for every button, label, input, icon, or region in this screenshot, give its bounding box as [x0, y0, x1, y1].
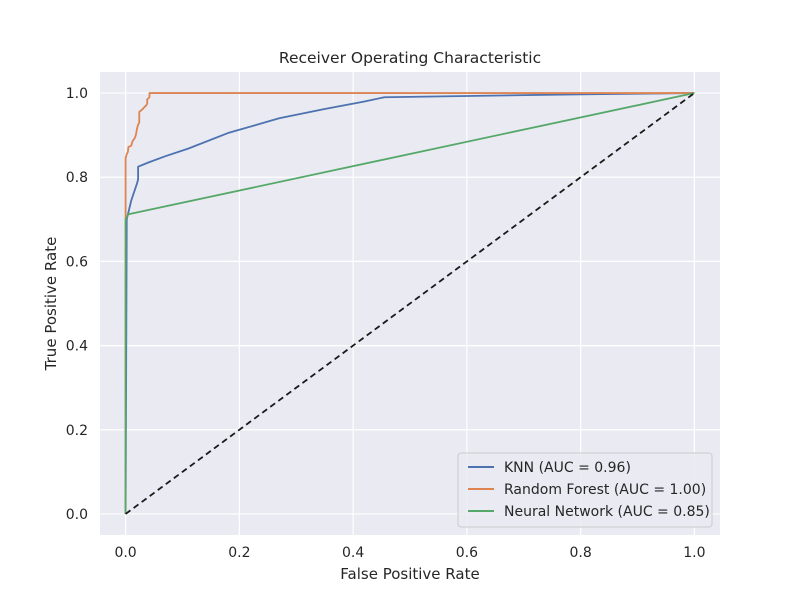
y-tick-label: 0.6 [66, 254, 88, 270]
series-line [124, 92, 695, 514]
grid [100, 72, 720, 535]
y-tick-label: 0.0 [66, 507, 88, 523]
x-axis: 0.0 0.2 0.4 0.6 0.8 1.0 [114, 545, 705, 561]
y-tick-label: 0.8 [66, 170, 88, 186]
x-tick-label: 0.4 [342, 545, 364, 561]
legend-entry: Neural Network (AUC = 0.85) [504, 504, 710, 520]
x-axis-label: False Positive Rate [340, 565, 479, 583]
x-tick-label: 0.8 [570, 545, 592, 561]
x-tick-label: 0.6 [456, 545, 478, 561]
y-axis: 0.0 0.2 0.4 0.6 0.8 1.0 [66, 86, 88, 523]
y-tick-label: 0.4 [66, 339, 88, 355]
diagonal-reference-line [125, 92, 695, 515]
legend: KNN (AUC = 0.96) Random Forest (AUC = 1.0… [457, 452, 713, 528]
chart-title: Receiver Operating Characteristic [279, 49, 541, 67]
y-tick-label: 0.2 [66, 423, 88, 439]
series-lines [124, 92, 695, 515]
series-line [124, 92, 695, 514]
legend-entry: KNN (AUC = 0.96) [504, 460, 631, 476]
legend-entry: Random Forest (AUC = 1.00) [504, 482, 706, 498]
series-line [124, 92, 695, 514]
y-axis-label: True Positive Rate [42, 237, 60, 372]
legend-box [457, 452, 713, 528]
x-tick-label: 0.0 [114, 545, 136, 561]
x-tick-label: 0.2 [228, 545, 250, 561]
x-tick-label: 1.0 [683, 545, 705, 561]
y-tick-label: 1.0 [66, 86, 88, 102]
